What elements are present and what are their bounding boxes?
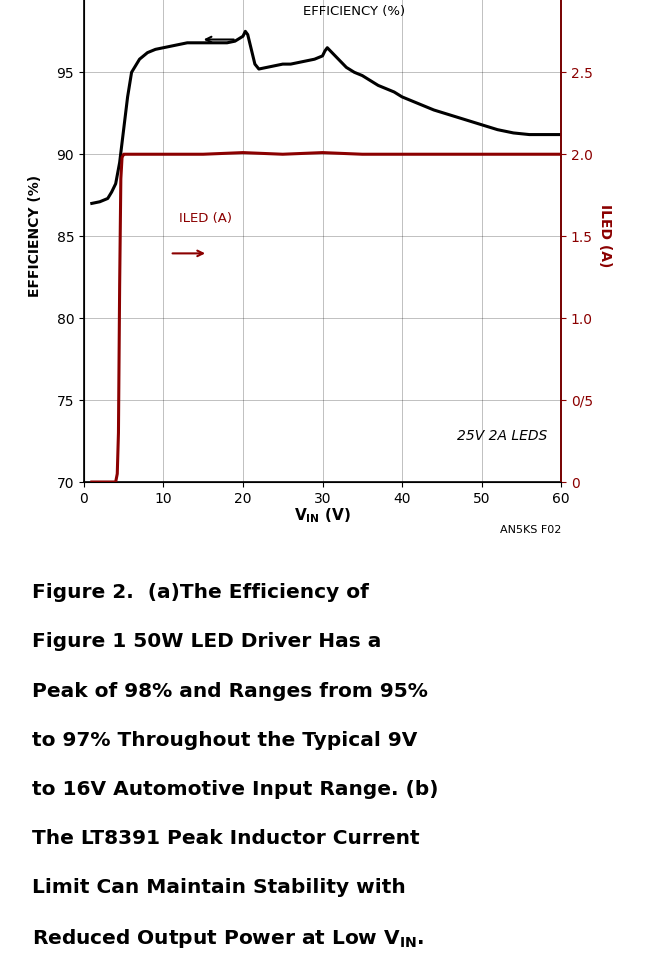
Text: AN5KS F02: AN5KS F02	[500, 525, 561, 535]
Text: The LT8391 Peak Inductor Current: The LT8391 Peak Inductor Current	[32, 829, 420, 848]
Text: EFFICIENCY (%): EFFICIENCY (%)	[303, 5, 406, 18]
Text: to 16V Automotive Input Range. (b): to 16V Automotive Input Range. (b)	[32, 780, 439, 799]
Y-axis label: ILED (A): ILED (A)	[599, 204, 613, 268]
Text: Figure 2.  (a)The Efficiency of: Figure 2. (a)The Efficiency of	[32, 583, 369, 602]
Text: 25V 2A LEDS: 25V 2A LEDS	[457, 429, 547, 442]
Text: Limit Can Maintain Stability with: Limit Can Maintain Stability with	[32, 878, 406, 897]
Text: Figure 1 50W LED Driver Has a: Figure 1 50W LED Driver Has a	[32, 632, 382, 652]
Y-axis label: EFFICIENCY (%): EFFICIENCY (%)	[28, 175, 42, 297]
Text: $\mathbf{V_{IN}}$ (V): $\mathbf{V_{IN}}$ (V)	[294, 506, 351, 524]
Text: ILED (A): ILED (A)	[179, 211, 232, 225]
Text: to 97% Throughout the Typical 9V: to 97% Throughout the Typical 9V	[32, 731, 417, 750]
Text: Reduced Output Power at Low $\mathbf{V_{IN}}$.: Reduced Output Power at Low $\mathbf{V_{…	[32, 927, 424, 951]
Text: Peak of 98% and Ranges from 95%: Peak of 98% and Ranges from 95%	[32, 682, 428, 701]
